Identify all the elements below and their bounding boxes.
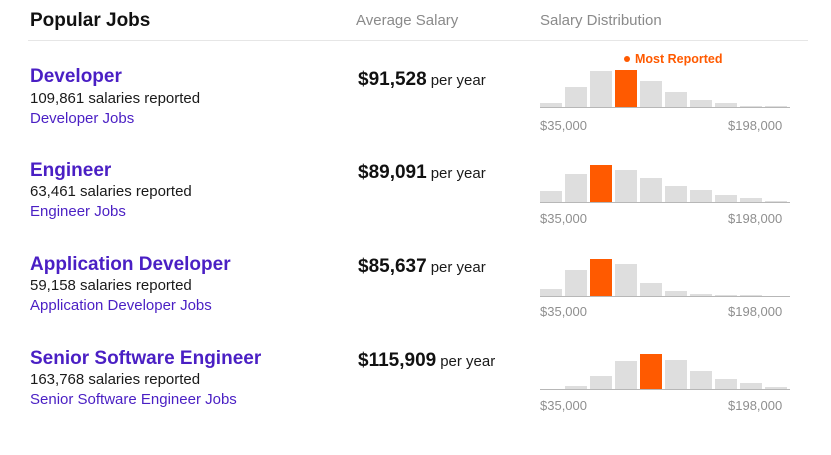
histogram-bar xyxy=(590,376,612,390)
axis-max-label: $198,000 xyxy=(728,398,783,413)
histogram-bar xyxy=(540,191,562,203)
axis-min-label: $35,000 xyxy=(540,211,587,226)
histogram-bar xyxy=(740,383,762,390)
salary-distribution-chart xyxy=(540,46,790,108)
histogram-bar-most-reported xyxy=(590,259,612,297)
salary-distribution-chart xyxy=(540,141,790,203)
histogram-bar xyxy=(615,264,637,297)
histogram-baseline xyxy=(540,296,790,297)
histogram-bar xyxy=(715,103,737,108)
section-title: Popular Jobs xyxy=(30,10,151,31)
salary-period: per year xyxy=(430,259,486,276)
histogram-baseline xyxy=(540,202,790,203)
average-salary: $115,909 per year xyxy=(358,350,495,372)
histogram-bar xyxy=(715,195,737,203)
job-listings-link[interactable]: Senior Software Engineer Jobs xyxy=(30,391,237,408)
histogram-bar xyxy=(715,379,737,390)
axis-max-label: $198,000 xyxy=(728,304,783,319)
histogram-bar xyxy=(690,190,712,203)
histogram-bar xyxy=(590,71,612,108)
histogram-bar xyxy=(615,361,637,390)
histogram-bar xyxy=(690,100,712,108)
histogram-bar xyxy=(765,387,787,390)
histogram-bar-most-reported xyxy=(590,165,612,203)
histogram-bar xyxy=(640,178,662,203)
histogram-bar xyxy=(565,174,587,203)
histogram-bar-most-reported xyxy=(640,354,662,390)
average-salary: $91,528 per year xyxy=(358,69,486,91)
salary-amount: $89,091 xyxy=(358,162,427,183)
histogram-bar xyxy=(665,92,687,108)
average-salary: $89,091 per year xyxy=(358,162,486,184)
average-salary: $85,637 per year xyxy=(358,256,486,278)
most-reported-label: Most Reported xyxy=(624,52,723,66)
salary-distribution-chart xyxy=(540,235,790,297)
salary-amount: $115,909 xyxy=(358,350,437,371)
header-divider xyxy=(28,40,808,41)
histogram-bar xyxy=(540,289,562,297)
job-title-link[interactable]: Engineer xyxy=(30,160,112,181)
salary-amount: $85,637 xyxy=(358,256,427,277)
histogram-bar xyxy=(665,360,687,390)
histogram-bar-most-reported xyxy=(615,70,637,108)
salaries-reported-count: 109,861 salaries reported xyxy=(30,90,201,107)
salary-distribution-chart xyxy=(540,328,790,390)
histogram-bar xyxy=(665,186,687,203)
salaries-reported-count: 163,768 salaries reported xyxy=(30,371,201,388)
histogram-bar xyxy=(740,198,762,203)
histogram-baseline xyxy=(540,389,790,390)
salaries-reported-count: 63,461 salaries reported xyxy=(30,183,192,200)
histogram-bar xyxy=(540,103,562,108)
job-title-link[interactable]: Developer xyxy=(30,66,122,87)
histogram-bar xyxy=(565,87,587,108)
salary-distribution-header: Salary Distribution xyxy=(540,12,662,29)
salary-period: per year xyxy=(430,72,486,89)
job-title-link[interactable]: Application Developer xyxy=(30,254,231,275)
axis-max-label: $198,000 xyxy=(728,211,783,226)
axis-max-label: $198,000 xyxy=(728,118,783,133)
histogram-bar xyxy=(665,291,687,297)
axis-min-label: $35,000 xyxy=(540,398,587,413)
axis-min-label: $35,000 xyxy=(540,304,587,319)
histogram-bar xyxy=(640,283,662,297)
histogram-bar xyxy=(565,270,587,297)
salary-period: per year xyxy=(430,165,486,182)
average-salary-header: Average Salary xyxy=(356,12,459,29)
histogram-bar xyxy=(565,386,587,390)
most-reported-dot-icon xyxy=(624,55,630,62)
histogram-bar xyxy=(615,170,637,203)
axis-min-label: $35,000 xyxy=(540,118,587,133)
histogram-baseline xyxy=(540,107,790,108)
job-listings-link[interactable]: Application Developer Jobs xyxy=(30,297,212,314)
job-title-link[interactable]: Senior Software Engineer xyxy=(30,348,262,369)
histogram-bar xyxy=(690,371,712,390)
job-listings-link[interactable]: Engineer Jobs xyxy=(30,203,126,220)
salaries-reported-count: 59,158 salaries reported xyxy=(30,277,192,294)
salary-period: per year xyxy=(440,353,496,370)
salary-amount: $91,528 xyxy=(358,69,427,90)
job-listings-link[interactable]: Developer Jobs xyxy=(30,110,135,127)
histogram-bar xyxy=(640,81,662,108)
histogram-bar xyxy=(690,294,712,297)
